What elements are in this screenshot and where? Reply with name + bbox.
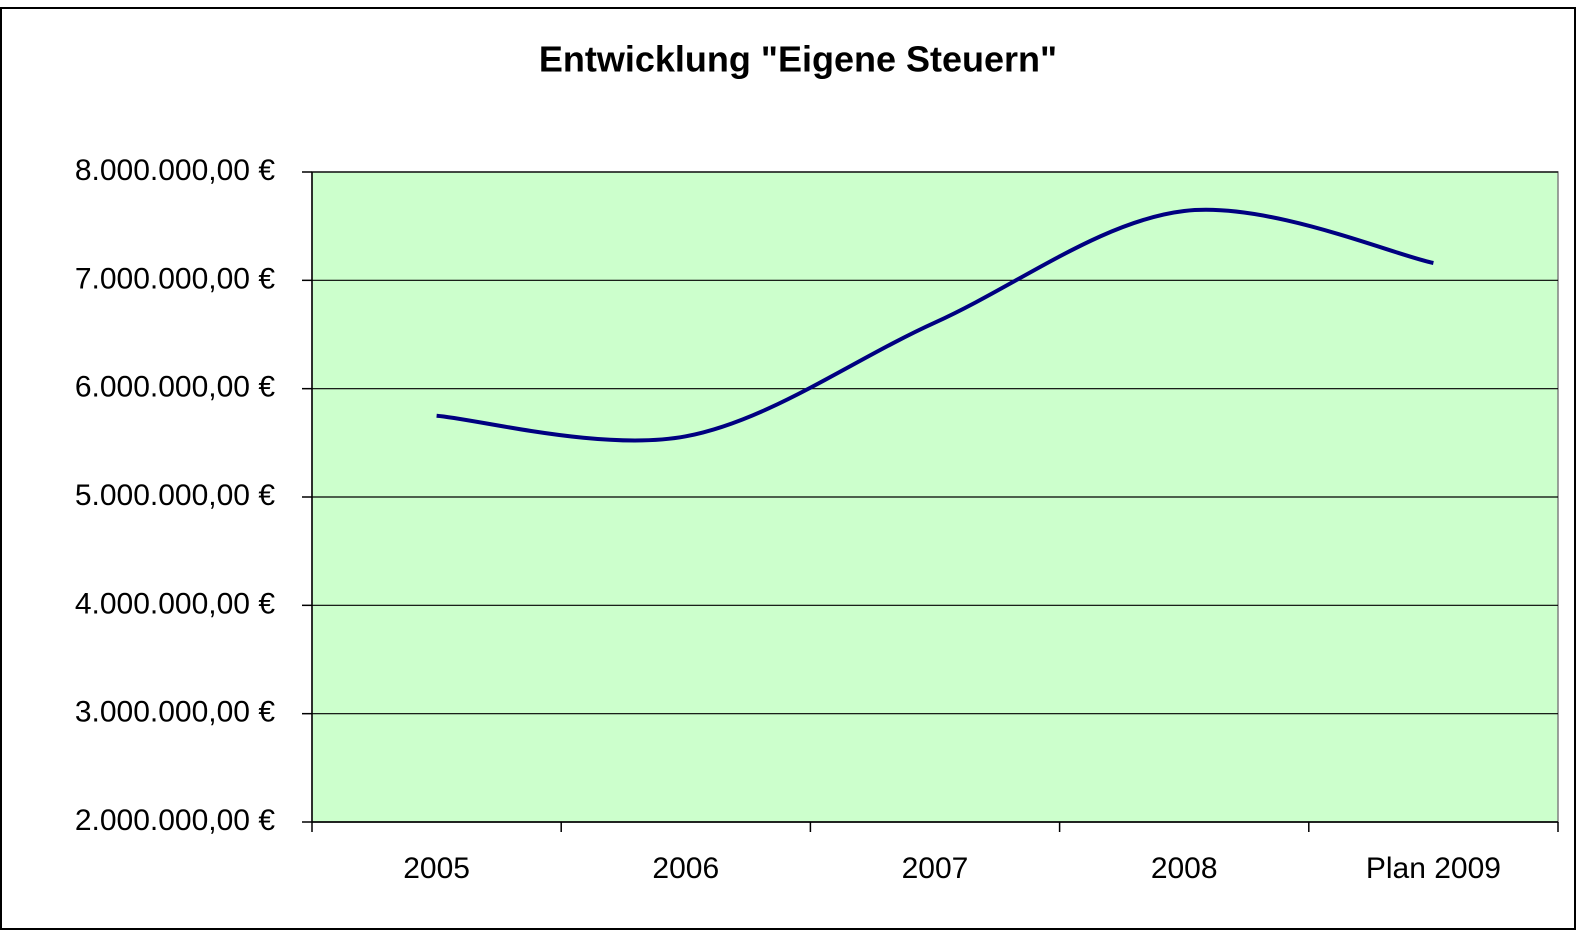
y-tick-label: 2.000.000,00 € — [75, 804, 276, 837]
x-tick-label: 2008 — [1151, 852, 1218, 885]
y-tick-label: 8.000.000,00 € — [75, 154, 276, 187]
y-tick-label: 6.000.000,00 € — [75, 371, 276, 404]
chart-title: Entwicklung "Eigene Steuern" — [539, 39, 1057, 80]
y-tick-label: 4.000.000,00 € — [75, 587, 276, 620]
x-tick-label: 2006 — [652, 852, 719, 885]
x-tick-label: 2007 — [902, 852, 969, 885]
x-tick-label: Plan 2009 — [1366, 852, 1501, 885]
x-tick-label: 2005 — [403, 852, 470, 885]
y-tick-label: 7.000.000,00 € — [75, 262, 276, 295]
y-tick-label: 3.000.000,00 € — [75, 696, 276, 729]
y-tick-label: 5.000.000,00 € — [75, 479, 276, 512]
line — [436, 207, 1434, 443]
